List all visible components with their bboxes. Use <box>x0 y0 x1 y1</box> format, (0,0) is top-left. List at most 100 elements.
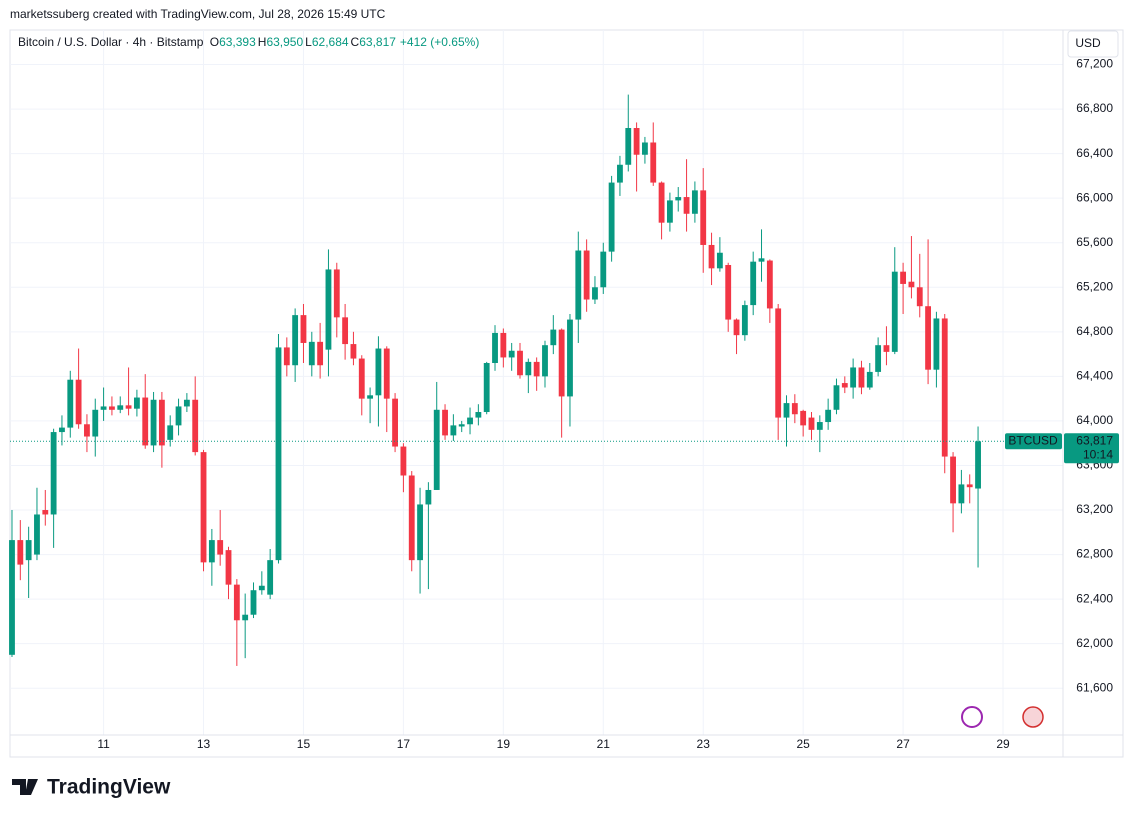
candle-body <box>766 260 773 309</box>
candle-body <box>267 560 274 595</box>
candle-body <box>841 383 848 388</box>
y-tick-label: 61,600 <box>1076 680 1113 694</box>
logo-icon <box>12 779 38 795</box>
candle-body <box>958 484 965 504</box>
logo-text: TradingView <box>47 776 171 799</box>
candle-body <box>358 358 365 399</box>
candle-body <box>908 281 915 288</box>
y-tick-label: 67,200 <box>1076 57 1113 71</box>
x-tick-label: 19 <box>497 737 511 751</box>
candle-body <box>542 345 548 377</box>
icon-ai[interactable] <box>961 706 983 728</box>
candle-body <box>508 350 515 358</box>
candle-body <box>575 250 582 320</box>
candle-body <box>525 361 532 376</box>
legend-value: 63,817 <box>359 35 396 49</box>
candle-body <box>175 406 182 426</box>
grid <box>10 30 1063 735</box>
candle-body <box>800 410 807 426</box>
legend-key: C <box>351 35 360 49</box>
candle-body <box>192 399 199 453</box>
candle-body <box>808 417 815 430</box>
candle-body <box>225 550 232 585</box>
x-tick-label: 15 <box>297 737 311 751</box>
candle-body <box>875 345 882 372</box>
candle-body <box>333 269 340 318</box>
candle-body <box>233 584 240 621</box>
candle-body <box>866 371 873 388</box>
candle-body <box>300 315 307 343</box>
y-tick-label: 62,800 <box>1076 547 1113 561</box>
y-tick-label: 65,200 <box>1076 279 1113 293</box>
candle-body <box>133 397 140 409</box>
candle-body <box>625 128 632 165</box>
candle-body <box>883 345 890 352</box>
candle-body <box>733 319 740 336</box>
y-tick-label: 66,000 <box>1076 190 1113 204</box>
candle-body <box>833 385 840 410</box>
candle-body <box>916 287 923 307</box>
candle-body <box>642 142 648 155</box>
candle-body <box>92 409 99 437</box>
candle-body <box>558 329 565 397</box>
candle-body <box>25 540 32 561</box>
candle-body <box>475 412 482 418</box>
currency-button[interactable]: USD <box>1067 30 1119 58</box>
candle-body <box>350 344 357 359</box>
candle-body <box>433 409 440 490</box>
symbol: Bitcoin / U.S. Dollar · 4h · Bitstamp <box>18 35 204 49</box>
legend-value: 63,950 <box>266 35 303 49</box>
candle-body <box>567 319 573 397</box>
candle-body <box>583 250 590 300</box>
candle-body <box>308 341 315 366</box>
candle-body <box>492 332 498 364</box>
candle-body <box>367 395 374 399</box>
candle-body <box>633 128 640 155</box>
candle-body <box>217 540 224 555</box>
candle-body <box>850 367 857 388</box>
candle-body <box>483 363 490 413</box>
icon-flag[interactable] <box>1022 706 1044 728</box>
candle-body <box>325 269 332 350</box>
x-tick-label: 27 <box>896 737 910 751</box>
candle-body <box>925 306 931 370</box>
candle-body <box>150 399 157 446</box>
candle-body <box>550 329 557 346</box>
symbol-badge <box>1005 433 1062 450</box>
candle-body <box>775 308 782 418</box>
candle-body <box>950 456 956 504</box>
candle-body <box>142 397 149 446</box>
legend-key: O <box>210 35 219 49</box>
candle-body <box>383 348 390 399</box>
x-tick-label: 23 <box>697 737 711 751</box>
y-tick-label: 65,600 <box>1076 235 1113 249</box>
symbol-badge-label: BTCUSD <box>1008 433 1058 447</box>
candle-body <box>67 379 74 428</box>
candle-body <box>442 409 448 436</box>
candle-body <box>517 350 523 376</box>
currency-label[interactable]: USD <box>1075 36 1101 50</box>
candle-body <box>467 417 473 425</box>
legend-change: +412 (+0.65%) <box>400 35 479 49</box>
candle-body <box>392 398 398 447</box>
x-tick-label: 29 <box>996 737 1010 751</box>
candle-body <box>425 489 432 505</box>
candle-body <box>941 318 948 457</box>
candle-body <box>417 504 423 561</box>
candle-body <box>42 510 49 515</box>
indicator-icons[interactable] <box>961 706 1044 728</box>
candle-body <box>117 405 124 410</box>
candle-body <box>966 484 973 488</box>
x-tick-label: 25 <box>796 737 810 751</box>
y-tick-label: 62,400 <box>1076 591 1113 605</box>
axes: 61,60062,00062,40062,80063,20063,60064,0… <box>10 30 1123 757</box>
legend-key: H <box>258 35 267 49</box>
x-tick-label: 21 <box>597 737 611 751</box>
y-tick-label: 62,000 <box>1076 636 1113 650</box>
attribution: marketssuberg created with TradingView.c… <box>10 7 386 21</box>
candle-body <box>858 367 865 388</box>
currency-button-box[interactable] <box>1067 30 1119 58</box>
y-tick-label: 63,200 <box>1076 502 1113 516</box>
y-tick-label: 64,800 <box>1076 324 1113 338</box>
